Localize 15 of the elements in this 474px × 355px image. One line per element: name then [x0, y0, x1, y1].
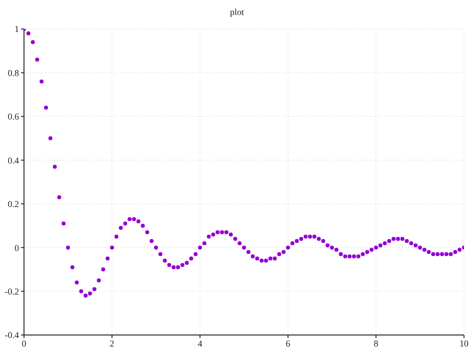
y-tick-label: 0	[14, 242, 20, 253]
y-tick-label: 0.8	[8, 68, 20, 78]
x-tick-label: 8	[374, 338, 379, 348]
x-tick-label: 6	[286, 338, 291, 348]
x-tick-label: 4	[198, 338, 203, 348]
chart-title: plot	[228, 7, 245, 17]
x-tick-label: 0	[22, 338, 27, 348]
y-tick-label: 0.6	[8, 112, 20, 122]
y-tick-label: 1	[14, 24, 19, 34]
y-tick-label: 0.2	[8, 199, 19, 210]
y-tick-label: -0.2	[4, 286, 19, 296]
y-tick-label: 0.4	[8, 155, 20, 166]
y-tick-label: -0.4	[4, 330, 20, 340]
x-tick-label: 2	[110, 338, 114, 348]
x-tick-label: 10	[460, 338, 469, 348]
